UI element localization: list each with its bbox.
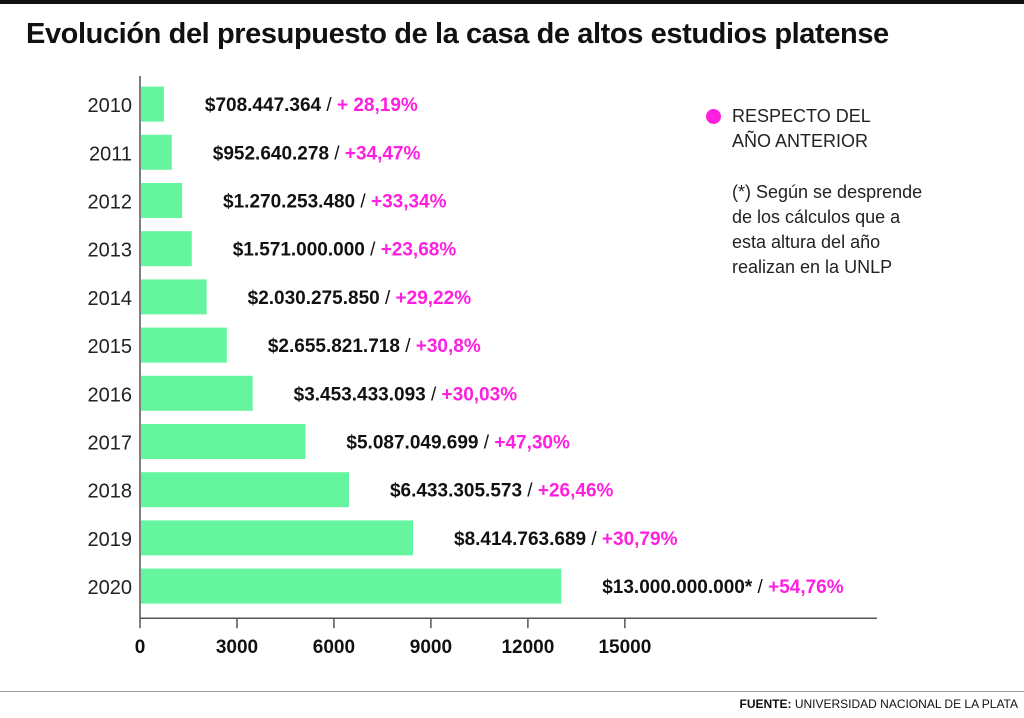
separator: / <box>400 336 416 357</box>
axes-group <box>139 76 877 629</box>
value-label-2012: $1.270.253.480 / +33,34% <box>223 192 447 213</box>
bar-2017 <box>141 424 306 459</box>
note-line: realizan en la UNLP <box>732 257 893 277</box>
value-label-2014: $2.030.275.850 / +29,22% <box>248 288 472 309</box>
percent-change-label: +30,8% <box>416 336 481 357</box>
percent-change-label: +29,22% <box>396 288 472 309</box>
bar-2012 <box>141 183 183 218</box>
bottom-rule <box>0 691 1024 692</box>
separator: / <box>752 577 768 598</box>
bar-2011 <box>141 134 172 170</box>
amount-label: $708.447.364 <box>205 95 322 116</box>
separator: / <box>479 433 495 454</box>
bar-2016 <box>141 375 253 411</box>
note-line: de los cálculos que a <box>732 207 901 227</box>
bar-2018 <box>141 472 349 508</box>
value-label-2020: $13.000.000.000* / +54,76% <box>602 577 844 598</box>
amount-label: $952.640.278 <box>213 143 329 164</box>
percent-change-label: +33,34% <box>371 192 447 213</box>
bars-group <box>141 86 562 604</box>
source-label: FUENTE: <box>739 697 792 711</box>
percent-change-label: +26,46% <box>538 481 614 502</box>
bar-2014 <box>141 279 207 315</box>
amount-label: $3.453.433.093 <box>294 384 426 405</box>
percent-change-label: +54,76% <box>768 577 844 598</box>
legend-label-line: RESPECTO DEL <box>732 106 871 126</box>
x-tick-label: 15000 <box>598 637 651 658</box>
separator: / <box>380 288 396 309</box>
value-labels-group: $708.447.364 / + 28,19% $952.640.278 / +3… <box>205 95 844 598</box>
y-tick-label: 2012 <box>88 192 133 214</box>
note-line: (*) Según se desprende <box>732 182 923 202</box>
value-label-2016: $3.453.433.093 / +30,03% <box>294 384 518 405</box>
y-tick-label: 2016 <box>88 384 133 406</box>
value-label-2011: $952.640.278 / +34,47% <box>213 143 421 164</box>
separator: / <box>522 481 538 502</box>
separator: / <box>321 95 337 116</box>
bar-2020 <box>141 568 562 604</box>
x-tick-label: 9000 <box>410 637 452 658</box>
y-tick-label: 2015 <box>88 336 133 358</box>
chart-title: Evolución del presupuesto de la casa de … <box>26 18 889 50</box>
value-label-2015: $2.655.821.718 / +30,8% <box>268 336 481 357</box>
value-label-2013: $1.571.000.000 / +23,68% <box>233 240 457 261</box>
separator: / <box>329 143 345 164</box>
value-label-2017: $5.087.049.699 / +47,30% <box>346 433 570 454</box>
legend-label-line: AÑO ANTERIOR <box>732 131 869 151</box>
percent-change-label: +23,68% <box>381 240 457 261</box>
separator: / <box>355 192 371 213</box>
amount-label: $2.655.821.718 <box>268 336 400 357</box>
separator: / <box>586 529 602 550</box>
bar-2019 <box>141 520 414 556</box>
bar-2015 <box>141 327 227 363</box>
value-label-2019: $8.414.763.689 / +30,79% <box>454 529 678 550</box>
y-tick-label: 2014 <box>88 288 133 310</box>
y-axis-labels: 2010 2011 2012 2013 2014 2015 2016 2017 2018 2019… <box>88 95 133 599</box>
amount-label: $8.414.763.689 <box>454 529 586 550</box>
legend-percent-entry: RESPECTO DEL AÑO ANTERIOR <box>706 104 1006 154</box>
value-label-2010: $708.447.364 / + 28,19% <box>205 95 418 116</box>
source-text: UNIVERSIDAD NACIONAL DE LA PLATA <box>794 697 1018 711</box>
separator: / <box>426 384 442 405</box>
amount-label: $13.000.000.000* <box>602 577 753 598</box>
y-tick-label: 2010 <box>88 95 133 117</box>
y-tick-label: 2019 <box>88 529 133 551</box>
estimate-note: (*) Según se desprende de los cálculos q… <box>706 180 1006 280</box>
top-rule <box>0 0 1024 4</box>
percent-change-label: +30,79% <box>602 529 678 550</box>
y-tick-label: 2011 <box>89 143 132 165</box>
bar-chart: $708.447.364 / + 28,19% $952.640.278 / +3… <box>88 76 877 658</box>
legend: RESPECTO DEL AÑO ANTERIOR (*) Según se d… <box>706 104 1006 280</box>
x-tick-label: 6000 <box>313 637 355 658</box>
percent-change-label: +34,47% <box>345 143 421 164</box>
y-tick-label: 2018 <box>88 481 133 503</box>
separator: / <box>365 240 381 261</box>
percent-change-label: +30,03% <box>442 384 518 405</box>
value-label-2018: $6.433.305.573 / +26,46% <box>390 481 614 502</box>
x-tick-label: 0 <box>135 637 146 658</box>
y-tick-label: 2013 <box>88 240 133 262</box>
magenta-dot-icon <box>706 109 721 124</box>
amount-label: $1.571.000.000 <box>233 240 365 261</box>
y-tick-label: 2017 <box>88 433 133 455</box>
note-line: esta altura del año <box>732 232 881 252</box>
amount-label: $6.433.305.573 <box>390 481 522 502</box>
percent-change-label: +47,30% <box>494 433 570 454</box>
x-tick-label: 12000 <box>501 637 554 658</box>
x-tick-label: 3000 <box>216 637 258 658</box>
y-tick-label: 2020 <box>88 577 133 599</box>
amount-label: $2.030.275.850 <box>248 288 380 309</box>
percent-change-label: + 28,19% <box>337 95 418 116</box>
amount-label: $1.270.253.480 <box>223 192 355 213</box>
amount-label: $5.087.049.699 <box>346 433 478 454</box>
bar-2013 <box>141 231 192 267</box>
source-credit: FUENTE: UNIVERSIDAD NACIONAL DE LA PLATA <box>739 697 1018 711</box>
bar-2010 <box>141 86 164 122</box>
x-axis-labels: 0 3000 6000 9000 12000 15000 <box>135 637 652 658</box>
